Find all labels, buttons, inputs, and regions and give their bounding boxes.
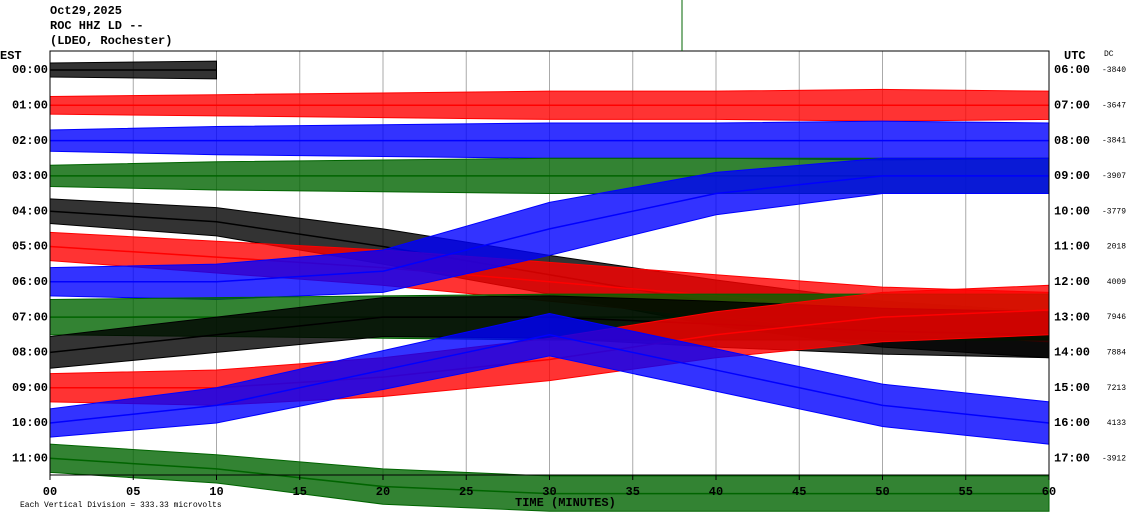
location: (LDEO, Rochester) [50,34,172,48]
utc-label: 11:00 [1054,240,1090,254]
left-zone: EST [0,49,22,63]
dc-label: -3841 [1102,137,1126,146]
est-label: 06:00 [12,275,48,289]
dc-label: 4009 [1107,278,1126,287]
dc-label: 2018 [1107,243,1126,252]
x-tick-label: 15 [293,485,307,499]
est-label: 11:00 [12,451,48,465]
x-tick-label: 00 [43,485,57,499]
dc-label: 7946 [1107,313,1126,322]
est-label: 08:00 [12,346,48,360]
trace-center [50,457,1049,495]
x-tick-label: 60 [1042,485,1056,499]
x-tick-label: 40 [709,485,723,499]
utc-label: 15:00 [1054,381,1090,395]
utc-label: 08:00 [1054,134,1090,148]
utc-label: 13:00 [1054,310,1090,324]
x-tick-label: 20 [376,485,390,499]
x-axis-label: TIME (MINUTES) [515,496,616,510]
est-label: 04:00 [12,204,48,218]
x-tick-label: 10 [209,485,223,499]
est-label: 10:00 [12,416,48,430]
utc-label: 07:00 [1054,98,1090,112]
dc-label: -3840 [1102,66,1126,75]
utc-label: 09:00 [1054,169,1090,183]
dc-header: DC [1104,50,1114,59]
x-tick-label: 30 [542,485,556,499]
scale-note: Each Vertical Division = 333.33 microvol… [20,501,222,510]
x-tick-label: 55 [959,485,973,499]
dc-label: -3779 [1102,207,1126,216]
x-tick-label: 25 [459,485,473,499]
utc-label: 12:00 [1054,275,1090,289]
trace-center [50,333,1050,424]
x-tick-label: 35 [626,485,640,499]
est-label: 02:00 [12,134,48,148]
utc-label: 06:00 [1054,63,1090,77]
traces [50,51,1050,512]
dc-label: 7213 [1107,384,1126,393]
est-label: 05:00 [12,240,48,254]
right-zone: UTC [1064,49,1086,63]
dc-label: -3647 [1102,101,1126,110]
est-label: 03:00 [12,169,48,183]
dc-label: -3912 [1102,454,1126,463]
utc-label: 16:00 [1054,416,1090,430]
est-label: 07:00 [12,310,48,324]
utc-label: 17:00 [1054,451,1090,465]
est-label: 00:00 [12,63,48,77]
dc-label: 7884 [1107,349,1126,358]
x-tick-label: 50 [875,485,889,499]
station: ROC HHZ LD -- [50,19,144,33]
utc-label: 10:00 [1054,204,1090,218]
trace-center [50,175,1049,283]
date: Oct29,2025 [50,4,122,18]
utc-label: 14:00 [1054,346,1090,360]
x-tick-label: 05 [126,485,140,499]
est-label: 09:00 [12,381,48,395]
est-label: 01:00 [12,98,48,112]
x-tick-label: 45 [792,485,806,499]
dc-label: 4133 [1107,419,1126,428]
dc-label: -3907 [1102,172,1126,181]
